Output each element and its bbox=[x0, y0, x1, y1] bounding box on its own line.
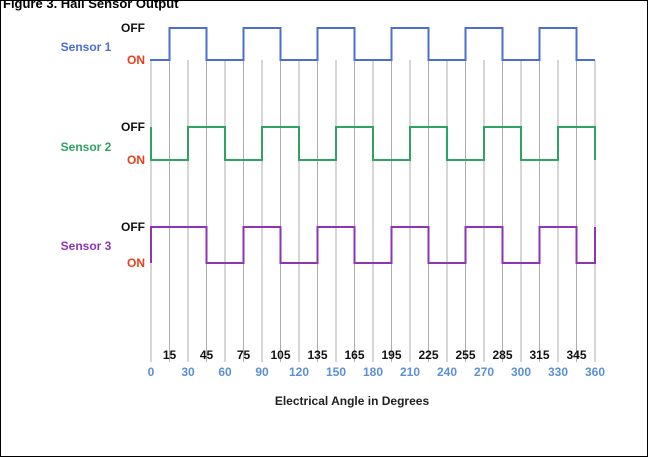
tick-label-odd: 15 bbox=[163, 348, 177, 362]
tick-label-even: 0 bbox=[148, 365, 155, 379]
tick-label-odd: 285 bbox=[492, 348, 512, 362]
figure-caption: Figure 3. Hall Sensor Output bbox=[3, 0, 179, 11]
tick-label-even: 120 bbox=[289, 365, 309, 379]
sensor-3-waveform bbox=[150, 226, 596, 264]
tick-label-odd: 75 bbox=[237, 348, 251, 362]
tick-label-even: 360 bbox=[585, 365, 605, 379]
sensor-labels: Sensor 1 OFF ON Sensor 2 OFF ON Sensor 3 OFF ON bbox=[61, 21, 145, 270]
sensor-2-on-label: ON bbox=[127, 153, 145, 167]
sensor-3-name: Sensor 3 bbox=[61, 239, 112, 253]
grid-lines bbox=[150, 60, 596, 362]
sensor-2-off-label: OFF bbox=[121, 120, 145, 134]
tick-label-even: 150 bbox=[326, 365, 346, 379]
tick-label-odd: 45 bbox=[200, 348, 214, 362]
tick-label-odd: 225 bbox=[418, 348, 438, 362]
tick-label-even: 210 bbox=[400, 365, 420, 379]
tick-label-even: 30 bbox=[181, 365, 195, 379]
tick-label-odd: 105 bbox=[270, 348, 290, 362]
axis-ticks: 15 45 75 105 135 165 195 225 255 285 315 345 0 30 60 90… bbox=[148, 348, 606, 379]
tick-label-odd: 255 bbox=[455, 348, 475, 362]
sensor-2-name: Sensor 2 bbox=[61, 140, 112, 154]
tick-label-odd: 135 bbox=[307, 348, 327, 362]
sensor-1-off-label: OFF bbox=[121, 21, 145, 35]
tick-label-even: 90 bbox=[255, 365, 269, 379]
sensor-1-waveform bbox=[150, 27, 595, 61]
tick-label-even: 60 bbox=[218, 365, 232, 379]
sensor-3-off-label: OFF bbox=[121, 220, 145, 234]
axis-title: Electrical Angle in Degrees bbox=[275, 394, 430, 408]
tick-label-even: 240 bbox=[437, 365, 457, 379]
sensor-3-on-label: ON bbox=[127, 256, 145, 270]
sensor-1-on-label: ON bbox=[127, 53, 145, 67]
sensor-1-name: Sensor 1 bbox=[61, 40, 112, 54]
tick-label-even: 330 bbox=[548, 365, 568, 379]
tick-label-even: 300 bbox=[511, 365, 531, 379]
tick-label-even: 180 bbox=[363, 365, 383, 379]
tick-label-odd: 345 bbox=[566, 348, 586, 362]
tick-label-odd: 165 bbox=[344, 348, 364, 362]
tick-label-even: 270 bbox=[474, 365, 494, 379]
tick-label-odd: 315 bbox=[529, 348, 549, 362]
tick-label-odd: 195 bbox=[381, 348, 401, 362]
sensor-2-waveform bbox=[150, 126, 596, 161]
waveforms bbox=[150, 27, 596, 264]
